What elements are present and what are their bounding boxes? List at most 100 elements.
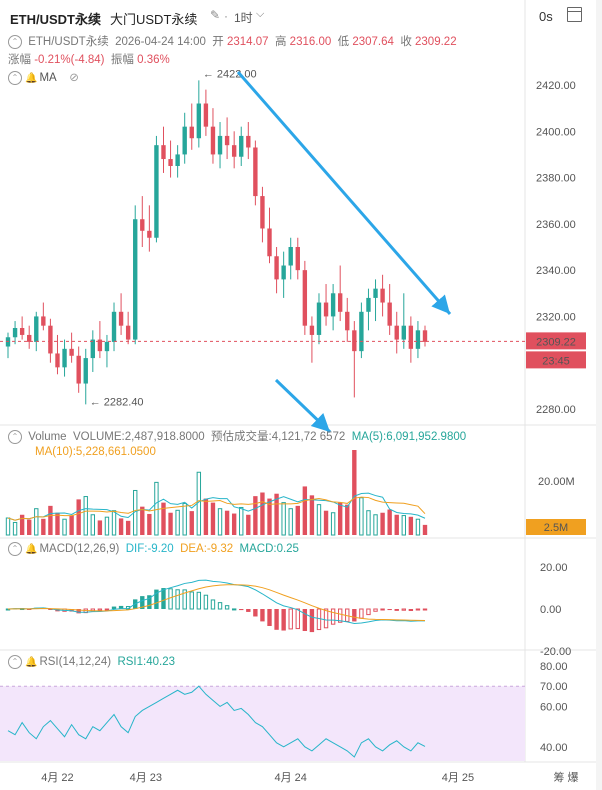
candle-body[interactable]	[359, 311, 364, 352]
candle-body[interactable]	[41, 316, 46, 326]
volume-bar	[161, 502, 166, 535]
candle-body[interactable]	[140, 219, 145, 231]
candle-body[interactable]	[380, 288, 385, 303]
volume-bar	[147, 513, 152, 535]
candle-body[interactable]	[203, 103, 209, 127]
candle-body[interactable]	[387, 302, 392, 326]
scroll-rail[interactable]	[596, 0, 602, 790]
candle-body[interactable]	[309, 325, 315, 335]
candle-body[interactable]	[295, 247, 300, 271]
candle-body[interactable]	[260, 196, 265, 229]
rsi-tick-label: 40.00	[540, 742, 568, 754]
edit-icon[interactable]: ✎	[210, 8, 221, 22]
candle-body[interactable]	[196, 103, 202, 139]
candle-body[interactable]	[345, 311, 350, 331]
macd-bar	[224, 605, 230, 610]
chevron-down-icon[interactable]: ⌵	[256, 8, 265, 20]
candle-body[interactable]	[104, 341, 110, 352]
candle-body[interactable]	[90, 339, 96, 359]
ma-indicator-label[interactable]: ⌃ 🔔 MA ⊘	[8, 70, 79, 85]
macd-bar	[366, 608, 371, 616]
candle-body[interactable]	[48, 325, 53, 354]
candle-body[interactable]	[69, 348, 74, 356]
macd-bar	[295, 608, 300, 630]
candle-body[interactable]	[27, 334, 32, 342]
candle-body[interactable]	[19, 328, 25, 335]
candle-body[interactable]	[323, 302, 329, 317]
volume-bar	[337, 502, 343, 535]
volume-bar	[231, 513, 237, 535]
volume-bar	[323, 510, 329, 535]
volume-bar	[175, 509, 180, 536]
candle-body[interactable]	[217, 135, 223, 155]
candle-body[interactable]	[302, 270, 308, 326]
collapse-icon[interactable]: ⌃	[8, 70, 22, 85]
volume-ma10: MA(10):5,228,661.0500	[35, 446, 156, 458]
candle-body[interactable]	[366, 297, 371, 312]
symbol-title[interactable]: ETH/USDT永续	[10, 12, 102, 27]
volume-bar	[359, 497, 364, 536]
candle-body[interactable]	[76, 355, 81, 384]
candle-body[interactable]	[125, 325, 131, 340]
candle-body[interactable]	[231, 145, 237, 157]
fullscreen-icon[interactable]	[567, 7, 582, 22]
candle-body[interactable]	[62, 348, 67, 368]
bell-icon[interactable]: 🔔	[25, 544, 38, 556]
candle-body[interactable]	[154, 145, 159, 238]
candle-body[interactable]	[408, 325, 414, 349]
candle-body[interactable]	[12, 328, 18, 338]
candle-body[interactable]	[97, 339, 103, 352]
ohlc-symbol: ETH/USDT永续	[28, 36, 109, 48]
candle-body[interactable]	[394, 325, 399, 340]
candle-body[interactable]	[168, 159, 173, 166]
candle-body[interactable]	[267, 228, 272, 257]
volume-bar	[217, 508, 223, 536]
macd-bar	[217, 602, 223, 610]
candle-body[interactable]	[422, 330, 428, 342]
collapse-icon[interactable]: ⌃	[8, 34, 22, 49]
candle-body[interactable]	[246, 135, 251, 148]
candle-body[interactable]	[281, 265, 286, 280]
candle-body[interactable]	[352, 330, 357, 352]
collapse-icon[interactable]: ⌃	[8, 429, 22, 444]
candle-body[interactable]	[401, 325, 406, 340]
candle-body[interactable]	[175, 154, 180, 166]
rsi1-line	[7, 685, 426, 758]
bell-icon[interactable]: 🔔	[25, 657, 38, 669]
collapse-icon[interactable]: ⌃	[8, 655, 22, 669]
candle-body[interactable]	[34, 316, 39, 342]
candle-body[interactable]	[210, 126, 216, 155]
candle-body[interactable]	[337, 293, 343, 312]
macd-value: MACD:0.25	[239, 543, 299, 556]
rsi-tick-label: 60.00	[540, 701, 568, 713]
candle-body[interactable]	[182, 126, 187, 155]
candle-body[interactable]	[288, 247, 293, 266]
candle-body[interactable]	[5, 337, 11, 347]
eye-off-icon[interactable]: ⊘	[69, 72, 79, 84]
volume-bar	[366, 510, 371, 536]
candle-body[interactable]	[83, 358, 88, 384]
candle-body[interactable]	[111, 311, 117, 342]
candle-body[interactable]	[133, 219, 138, 340]
candle-body[interactable]	[118, 311, 124, 326]
candle-body[interactable]	[274, 256, 279, 280]
bell-icon[interactable]: 🔔	[25, 73, 38, 84]
low-label: 低	[337, 36, 350, 48]
collapse-icon[interactable]: ⌃	[8, 542, 22, 556]
candle-body[interactable]	[189, 126, 194, 139]
candle-body[interactable]	[239, 135, 244, 157]
candle-body[interactable]	[415, 330, 421, 349]
macd-bar	[161, 588, 166, 609]
candle-body[interactable]	[161, 145, 166, 160]
candle-body[interactable]	[253, 147, 258, 197]
candle-body[interactable]	[316, 302, 322, 335]
candle-body[interactable]	[147, 230, 152, 238]
candle-body[interactable]	[55, 353, 60, 368]
macd-bar	[203, 594, 209, 610]
candle-body[interactable]	[373, 288, 378, 298]
candle-body[interactable]	[224, 135, 230, 146]
volume-bar	[69, 515, 74, 535]
candle-body[interactable]	[330, 293, 336, 317]
interval-selector[interactable]: 1时	[234, 11, 253, 25]
